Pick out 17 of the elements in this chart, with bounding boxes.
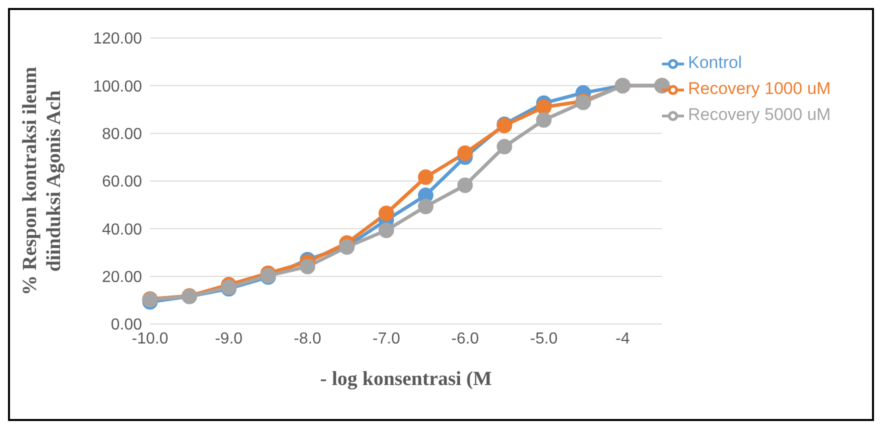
legend-label: Recovery 5000 uM — [688, 105, 831, 124]
y-tick-label: 120.00 — [93, 30, 142, 48]
y-tick-label: 40.00 — [102, 221, 142, 238]
y-axis-title: % Respon kontraksi ileum diinduksi Agonis Ach — [19, 66, 65, 296]
x-axis-title: - log konsentrasi (M — [320, 368, 492, 390]
legend-label: Kontrol — [688, 53, 742, 72]
y-tick-label: 20.00 — [102, 269, 142, 286]
legend-label: Recovery 1000 uM — [688, 79, 831, 98]
y-tick-label: 100.00 — [93, 78, 142, 96]
x-tick-label: -5.0 — [530, 330, 558, 348]
x-tick-label: -9.0 — [214, 330, 243, 348]
y-tick-label: 60.00 — [102, 174, 142, 191]
x-tick-label: -6.0 — [451, 330, 479, 348]
x-tick-label: -8.0 — [294, 330, 322, 348]
x-tick-label: -4 — [616, 330, 630, 348]
y-tick-label: 80.00 — [102, 126, 142, 144]
x-tick-label: -7.0 — [372, 330, 400, 348]
